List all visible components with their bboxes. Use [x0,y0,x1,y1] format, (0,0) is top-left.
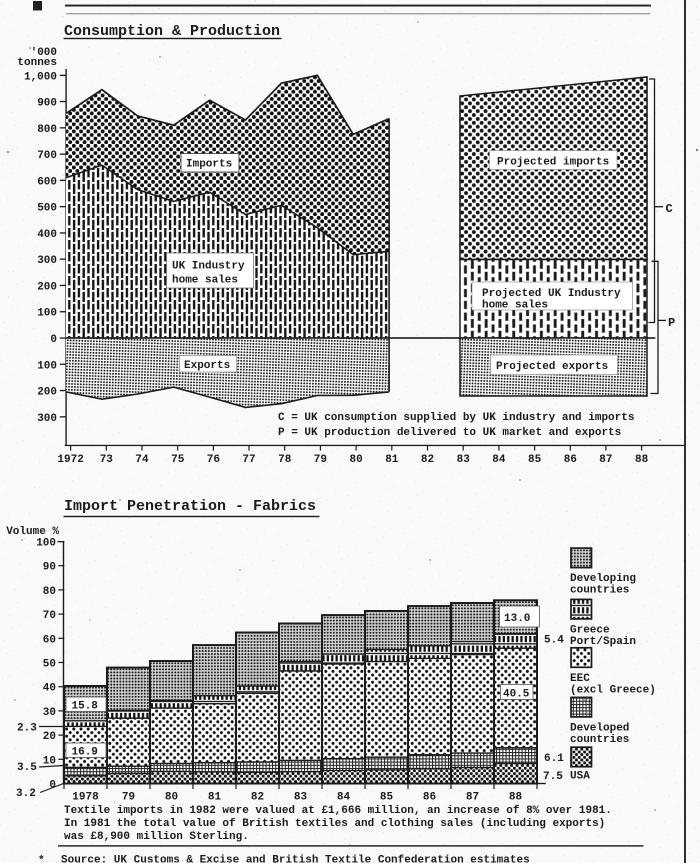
svg-text:75: 75 [171,454,185,466]
svg-text:100: 100 [36,538,56,550]
svg-text:84: 84 [492,454,506,466]
svg-text:*: * [38,855,45,863]
svg-text:10: 10 [43,755,56,767]
svg-text:tonnes: tonnes [17,57,57,69]
svg-text:Projected UK Industry: Projected UK Industry [482,288,621,300]
svg-text:82: 82 [251,792,264,804]
svg-text:300: 300 [37,255,57,267]
svg-text:USA: USA [570,771,590,783]
svg-text:was £8,900 million Sterling.: was £8,900 million Sterling. [64,831,249,843]
svg-text:countries: countries [570,585,629,597]
svg-text:82: 82 [421,454,434,466]
svg-text:(excl Greece): (excl Greece) [570,684,656,696]
svg-text:Volume %: Volume % [6,526,59,538]
svg-text:100: 100 [37,308,57,320]
svg-text:83: 83 [457,454,471,466]
svg-text:80: 80 [43,586,56,598]
svg-text:40: 40 [43,683,56,695]
svg-text:86: 86 [564,454,577,466]
svg-text:C: C [666,202,673,216]
svg-text:5.4: 5.4 [544,635,564,647]
svg-text:countries: countries [570,734,629,746]
svg-text:UK Industry: UK Industry [172,261,245,273]
svg-text:Projected exports: Projected exports [496,361,608,373]
svg-text:3.2: 3.2 [16,788,36,800]
svg-text:76: 76 [207,454,220,466]
svg-text:83: 83 [294,792,308,804]
svg-text:15.8: 15.8 [72,701,99,713]
svg-text:home sales: home sales [172,275,238,287]
svg-text:800: 800 [37,124,57,136]
svg-text:50: 50 [43,659,56,671]
svg-text:81: 81 [385,454,399,466]
svg-text:Imports: Imports [186,159,232,171]
svg-text:200: 200 [37,387,57,399]
svg-text:1978: 1978 [72,792,99,804]
svg-text:Exports: Exports [184,360,230,372]
svg-text:home sales: home sales [482,300,548,312]
svg-text:EEC: EEC [570,673,590,685]
svg-text:200: 200 [37,282,57,294]
svg-text:84: 84 [337,792,351,804]
svg-text:Greece: Greece [570,624,610,636]
svg-text:78: 78 [278,454,292,466]
svg-text:87: 87 [599,454,612,466]
svg-text:100: 100 [37,360,57,372]
svg-text:73: 73 [100,454,114,466]
svg-text:Developing: Developing [570,573,636,585]
svg-text:60: 60 [43,634,56,646]
svg-text:Projected imports: Projected imports [497,157,609,169]
svg-text:16.9: 16.9 [72,747,98,759]
svg-text:Import Penetration - Fabrics: Import Penetration - Fabrics [64,498,316,515]
svg-text:79: 79 [122,792,135,804]
svg-text:900: 900 [37,98,57,110]
svg-text:1,000: 1,000 [24,71,57,83]
svg-text:300: 300 [37,413,57,425]
svg-text:30: 30 [43,707,56,719]
svg-text:79: 79 [314,454,327,466]
svg-text:88: 88 [509,792,523,804]
svg-text:86: 86 [423,792,436,804]
svg-text:1972: 1972 [57,454,83,466]
svg-text:20: 20 [43,731,56,743]
svg-text:In 1981 the total value of Bri: In 1981 the total value of British texti… [64,818,605,830]
svg-text:70: 70 [43,610,56,622]
svg-text:88: 88 [635,454,649,466]
svg-text:Textile imports in 1982 were v: Textile imports in 1982 were valued at £… [64,805,612,817]
svg-text:'000: '000 [31,47,57,59]
svg-text:0: 0 [49,780,56,792]
svg-text:81: 81 [208,792,222,804]
svg-text:13.0: 13.0 [504,613,530,625]
svg-text:90: 90 [43,562,56,574]
svg-text:85: 85 [380,792,394,804]
svg-text:Source: UK Customs & Excise an: Source: UK Customs & Excise and British … [61,855,530,863]
svg-text:3.5: 3.5 [17,762,37,774]
svg-text:600: 600 [37,176,57,188]
svg-text:40.5: 40.5 [503,689,530,701]
svg-text:80: 80 [165,792,178,804]
svg-text:80: 80 [349,454,362,466]
svg-text:0: 0 [50,334,57,346]
svg-text:Port/Spain: Port/Spain [570,636,636,648]
svg-text:P = UK production delivered to: P = UK production delivered to UK market… [278,427,621,439]
svg-text:6.1: 6.1 [544,753,564,765]
svg-text:Consumption & Production: Consumption & Production [64,23,280,40]
svg-text:7.5: 7.5 [543,771,563,783]
svg-text:85: 85 [528,454,542,466]
svg-text:2.3: 2.3 [17,723,37,735]
svg-text:87: 87 [466,792,479,804]
svg-text:C = UK consumption supplied by: C = UK consumption supplied by UK indust… [278,412,634,424]
svg-text:77: 77 [242,454,255,466]
svg-text:400: 400 [37,229,57,241]
svg-text:500: 500 [37,203,57,215]
svg-text:Developed: Developed [570,722,629,734]
svg-text:74: 74 [135,454,149,466]
svg-text:P: P [668,316,675,330]
svg-text:700: 700 [37,150,57,162]
